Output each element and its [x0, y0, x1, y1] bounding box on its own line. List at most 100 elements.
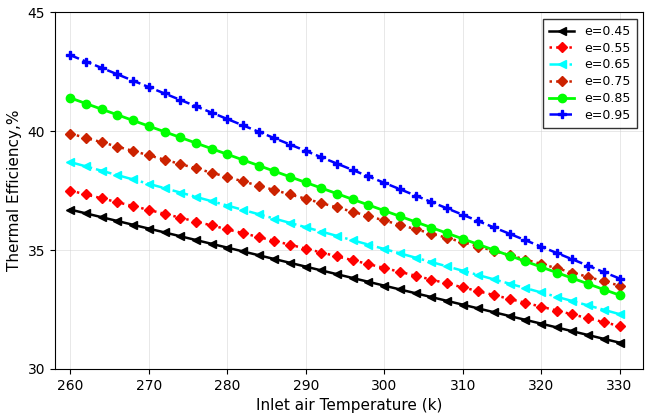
e=0.65 — [114, 173, 122, 178]
e=0.95 — [380, 180, 388, 185]
e=0.75 — [474, 244, 482, 249]
e=0.45 — [380, 283, 388, 288]
e=0.95 — [569, 257, 577, 262]
e=0.55 — [365, 262, 372, 267]
e=0.75 — [506, 253, 514, 258]
e=0.45 — [506, 313, 514, 318]
e=0.75 — [239, 179, 247, 184]
e=0.55 — [443, 281, 451, 286]
e=0.85 — [145, 123, 153, 129]
e=0.65 — [129, 177, 137, 182]
e=0.75 — [537, 261, 545, 266]
e=0.45 — [459, 302, 467, 307]
e=0.95 — [474, 218, 482, 223]
e=0.55 — [600, 320, 608, 325]
e=0.95 — [616, 276, 623, 281]
e=0.95 — [349, 168, 357, 173]
e=0.95 — [192, 104, 200, 109]
e=0.75 — [270, 188, 278, 193]
e=0.65 — [569, 299, 577, 304]
e=0.55 — [333, 254, 341, 259]
e=0.45 — [521, 318, 529, 323]
e=0.65 — [600, 307, 608, 312]
e=0.95 — [365, 174, 372, 179]
e=0.65 — [427, 260, 435, 265]
e=0.85 — [521, 259, 529, 264]
e=0.55 — [411, 273, 419, 278]
Y-axis label: Thermal Efficiency,%: Thermal Efficiency,% — [7, 110, 22, 271]
e=0.55 — [459, 285, 467, 290]
e=0.55 — [474, 289, 482, 294]
e=0.85 — [569, 276, 577, 281]
e=0.55 — [349, 258, 357, 263]
e=0.95 — [411, 193, 419, 198]
e=0.55 — [239, 231, 247, 236]
e=0.95 — [286, 142, 294, 147]
e=0.45 — [537, 321, 545, 326]
e=0.75 — [600, 279, 608, 284]
e=0.65 — [270, 216, 278, 221]
e=0.85 — [600, 287, 608, 292]
e=0.85 — [208, 146, 216, 151]
e=0.85 — [82, 101, 90, 106]
e=0.55 — [192, 219, 200, 224]
Legend: e=0.45, e=0.55, e=0.65, e=0.75, e=0.85, e=0.95: e=0.45, e=0.55, e=0.65, e=0.75, e=0.85, … — [543, 19, 637, 128]
e=0.75 — [114, 144, 122, 149]
e=0.95 — [302, 148, 309, 153]
e=0.75 — [349, 209, 357, 214]
e=0.45 — [443, 298, 451, 303]
e=0.45 — [161, 230, 168, 235]
e=0.45 — [333, 272, 341, 277]
e=0.75 — [208, 170, 216, 175]
e=0.45 — [176, 234, 184, 239]
e=0.85 — [474, 242, 482, 247]
e=0.45 — [192, 237, 200, 242]
e=0.95 — [318, 155, 326, 160]
e=0.95 — [506, 231, 514, 236]
e=0.85 — [349, 197, 357, 202]
e=0.65 — [318, 229, 326, 234]
e=0.45 — [270, 257, 278, 262]
e=0.65 — [302, 225, 309, 230]
e=0.55 — [66, 188, 74, 193]
e=0.75 — [521, 257, 529, 262]
e=0.95 — [224, 116, 231, 121]
e=0.85 — [506, 253, 514, 258]
e=0.85 — [302, 180, 309, 185]
e=0.55 — [145, 207, 153, 213]
e=0.85 — [286, 174, 294, 179]
e=0.75 — [98, 140, 106, 145]
e=0.65 — [411, 255, 419, 260]
e=0.75 — [459, 240, 467, 245]
e=0.85 — [98, 107, 106, 112]
e=0.55 — [396, 269, 404, 274]
e=0.45 — [553, 325, 561, 330]
e=0.75 — [396, 222, 404, 227]
e=0.55 — [521, 300, 529, 305]
X-axis label: Inlet air Temperature (k): Inlet air Temperature (k) — [255, 398, 442, 413]
e=0.95 — [255, 129, 263, 134]
e=0.65 — [584, 303, 592, 308]
e=0.75 — [427, 231, 435, 236]
e=0.55 — [318, 250, 326, 255]
e=0.95 — [114, 72, 122, 77]
e=0.45 — [474, 306, 482, 311]
e=0.95 — [396, 186, 404, 192]
e=0.55 — [537, 304, 545, 309]
e=0.55 — [176, 215, 184, 220]
e=0.45 — [396, 287, 404, 292]
e=0.55 — [208, 223, 216, 228]
e=0.55 — [616, 323, 623, 328]
e=0.45 — [349, 276, 357, 281]
e=0.45 — [584, 333, 592, 338]
e=0.95 — [129, 78, 137, 83]
e=0.75 — [584, 274, 592, 279]
e=0.75 — [176, 161, 184, 166]
e=0.65 — [474, 273, 482, 278]
e=0.55 — [569, 312, 577, 317]
e=0.65 — [616, 312, 623, 317]
e=0.75 — [616, 283, 623, 288]
Line: e=0.65: e=0.65 — [66, 158, 624, 318]
e=0.95 — [553, 250, 561, 255]
e=0.55 — [224, 227, 231, 232]
